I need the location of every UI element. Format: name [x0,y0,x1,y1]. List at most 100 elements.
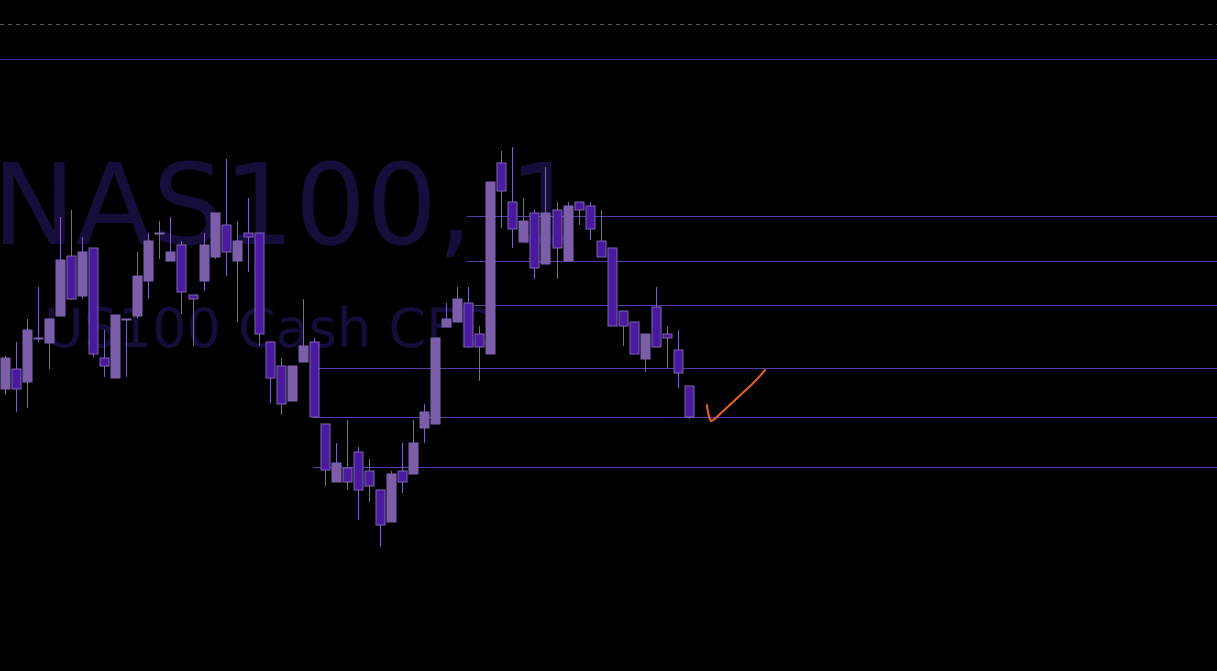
candle-body [55,259,66,317]
candle-body [0,357,11,390]
candle-body [121,318,132,321]
candle-bearish [574,201,585,225]
candle-body [673,349,684,374]
candle-body [11,368,22,390]
candle-bullish [563,202,574,262]
candle-body [110,314,121,379]
candle-body [210,212,221,258]
candle-body [287,365,298,402]
candle-bullish [419,404,430,443]
candle-body [375,489,386,526]
candle-bearish [176,241,187,314]
candles [0,147,695,547]
candle-body [540,212,551,265]
candle-bearish [188,294,199,346]
candle-bullish [430,337,441,425]
candle-body [585,205,596,230]
candle-bullish [331,443,342,483]
candle-bearish [320,423,331,486]
candle-bearish [507,147,518,248]
candle-bearish [353,447,364,520]
candle-body [309,341,320,418]
candle-bullish [121,318,132,377]
candle-bearish [684,385,695,419]
candle-body [165,251,176,262]
candle-body [176,244,187,293]
candle-bearish [629,321,640,355]
candle-bearish [309,338,320,418]
candle-bullish [441,303,452,328]
candle-body [430,337,441,425]
candle-body [188,294,199,300]
candle-bullish [210,212,221,259]
candle-bearish [585,202,596,240]
candle-bullish [518,198,529,243]
candle-body [496,162,507,192]
candle-body [640,333,651,360]
candle-bearish [552,202,563,279]
candle-body [298,345,309,363]
candle-bullish [44,318,55,369]
candle-bullish [143,233,154,299]
candle-body [342,467,353,483]
candle-bearish [463,287,474,348]
candle-bullish [110,314,121,379]
candle-bullish [485,181,496,355]
candle-bullish [298,299,309,363]
candle-body [88,247,99,355]
candle-bearish [474,326,485,381]
candle-body [44,318,55,344]
candle-body [552,209,563,249]
candle-body [662,333,673,339]
candle-bullish [408,420,419,475]
candle-body [254,232,265,335]
candle-bearish [397,443,408,493]
candle-body [143,240,154,282]
candle-bearish [662,326,673,368]
candle-bearish [265,341,276,403]
candle-body [221,224,232,253]
candle-bullish [154,221,165,259]
candle-bearish [496,151,507,228]
candle-body [563,205,574,262]
candle-bearish [221,159,232,276]
candle-body [232,240,243,262]
candle-bearish [276,358,287,415]
candle-body [243,232,254,238]
candle-bullish [55,217,66,317]
candle-body [596,240,607,258]
candle-body [607,247,618,327]
candle-body [386,473,397,523]
check-mark-annotation [706,369,766,423]
candle-body [132,275,143,317]
candle-bearish [673,330,684,388]
candle-bearish [607,247,618,327]
candle-body [474,333,485,348]
candle-bullish [540,167,551,265]
candle-bearish [651,287,662,348]
candle-body [507,201,518,230]
candle-body [99,357,110,367]
candle-body [463,302,474,348]
candle-bearish [88,247,99,357]
candle-bullish [452,287,463,323]
candle-body [320,423,331,471]
candle-body [485,181,496,355]
candle-body [618,310,629,327]
candle-body [419,411,430,429]
candle-bearish [66,210,77,300]
candle-body [518,220,529,243]
candle-body [441,318,452,328]
candle-body [331,462,342,483]
candle-bullish [640,333,651,372]
candle-bearish [99,330,110,377]
candle-bullish [0,356,11,395]
candle-body [265,341,276,379]
candle-body [452,298,463,323]
candle-bearish [11,342,22,412]
candle-bearish [364,459,375,502]
candle-bearish [342,420,353,490]
candle-bullish [132,252,143,318]
candle-body [651,306,662,348]
